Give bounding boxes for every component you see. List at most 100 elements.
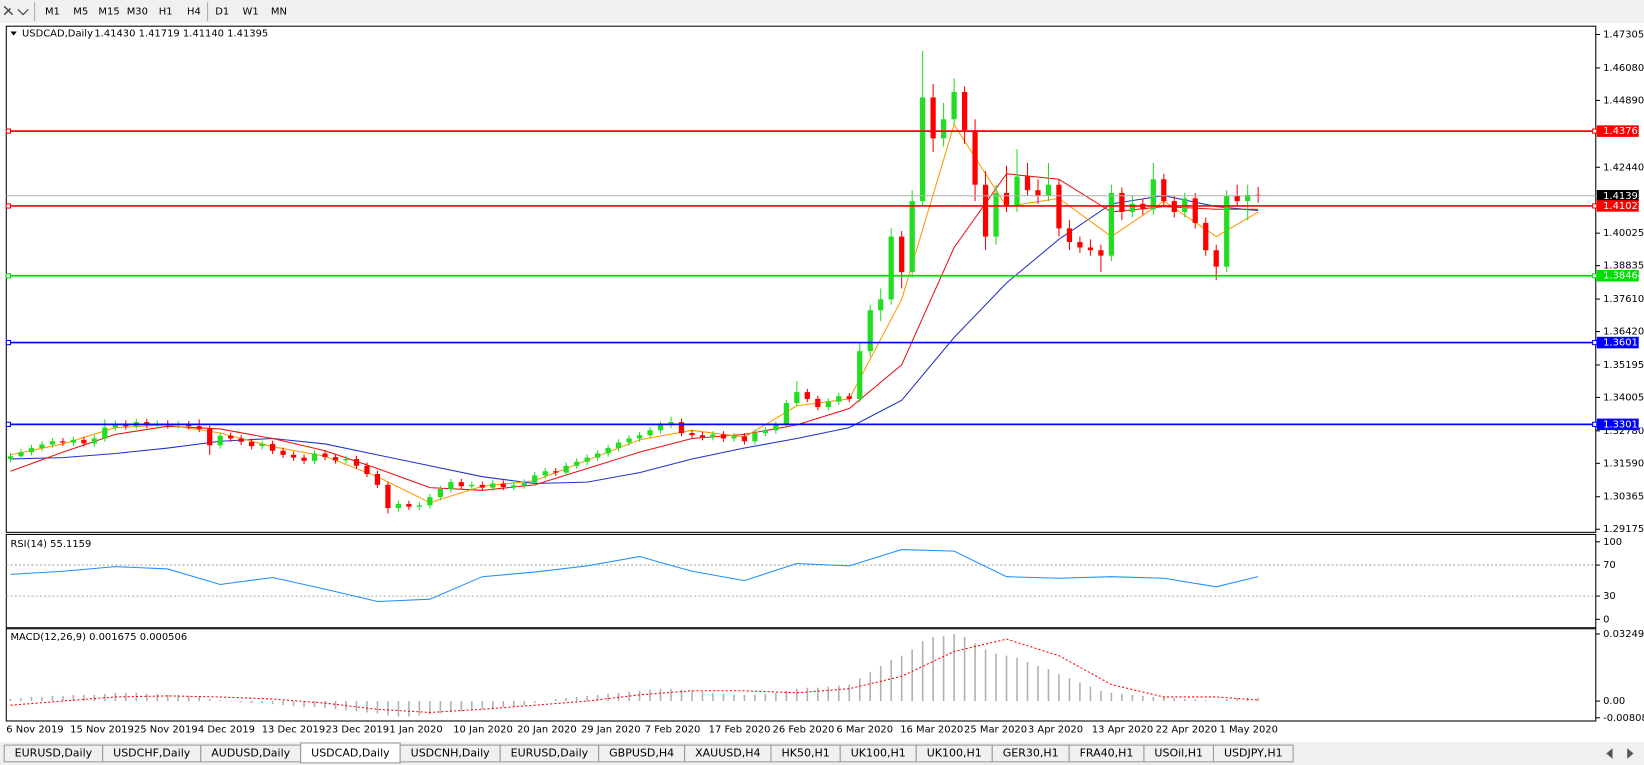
candle-body xyxy=(91,438,97,444)
macd-bar xyxy=(1047,669,1050,702)
tab-label[interactable]: USOil,H1 xyxy=(1154,746,1203,759)
candle-body xyxy=(81,439,87,444)
level-handle[interactable] xyxy=(5,203,12,209)
tool-icon[interactable] xyxy=(3,5,14,16)
timeframe-button[interactable]: H1 xyxy=(159,7,173,18)
y-tick-label: 1.46080 xyxy=(1603,63,1644,74)
candle-body xyxy=(815,398,821,408)
candle-body xyxy=(731,436,737,439)
level-handle[interactable] xyxy=(5,128,12,134)
macd-bar xyxy=(450,701,452,713)
tab-label[interactable]: FRA40,H1 xyxy=(1080,746,1134,759)
y-tick-label: 1.34005 xyxy=(1603,392,1644,403)
candle-body xyxy=(322,453,328,458)
level-handle[interactable] xyxy=(1592,339,1598,346)
timeframe-button[interactable]: M1 xyxy=(45,7,60,18)
macd-title: MACD(12,26,9) 0.001675 0.000506 xyxy=(10,632,187,643)
tab-label[interactable]: UK100,H1 xyxy=(851,746,906,759)
collapse-icon[interactable] xyxy=(10,31,17,36)
rsi-line xyxy=(10,549,1259,603)
macd-bar xyxy=(607,693,609,702)
tab-scroll-right[interactable] xyxy=(1627,748,1634,759)
macd-bar xyxy=(638,690,641,702)
macd-bar xyxy=(72,694,75,702)
tab-label[interactable]: EURUSD,Daily xyxy=(15,746,93,759)
candle-body xyxy=(28,448,35,453)
timeframe-button[interactable]: MN xyxy=(271,7,287,18)
macd-bar xyxy=(1121,693,1123,702)
macd-bar xyxy=(208,699,211,702)
macd-bar xyxy=(1079,682,1081,702)
macd-bar xyxy=(1005,655,1008,702)
macd-bar xyxy=(429,701,431,715)
candle-body xyxy=(972,130,978,185)
candle-body xyxy=(636,435,643,439)
y-tick-label: 100 xyxy=(1603,537,1622,548)
y-tick-label: 1.35195 xyxy=(1603,360,1644,371)
tab-label[interactable]: AUDUSD,Daily xyxy=(211,746,290,759)
x-tick-label: 22 Apr 2020 xyxy=(1156,724,1217,735)
timeframe-button[interactable]: M15 xyxy=(98,7,119,18)
level-handle[interactable] xyxy=(1592,273,1598,279)
candle-body xyxy=(720,434,727,439)
candle-body xyxy=(228,435,234,439)
tab[interactable] xyxy=(1212,744,1294,763)
x-tick-label: 20 Jan 2020 xyxy=(517,724,577,735)
level-handle[interactable] xyxy=(5,273,12,279)
candle-body xyxy=(699,435,706,438)
macd-bar xyxy=(1016,657,1018,702)
x-tick-label: 15 Nov 2019 xyxy=(70,724,134,735)
tab-label[interactable]: GBPUSD,H4 xyxy=(609,746,674,759)
candle-body xyxy=(1087,247,1094,251)
macd-bar xyxy=(83,694,85,702)
candle-body xyxy=(280,450,286,455)
level-handle[interactable] xyxy=(1592,128,1598,134)
macd-signal xyxy=(10,638,1259,713)
candle-body xyxy=(238,438,244,442)
macd-bar xyxy=(324,701,326,709)
candle-body xyxy=(710,434,716,438)
tab-label[interactable]: USDCHF,Daily xyxy=(113,746,191,759)
tab-label[interactable]: GER30,H1 xyxy=(1003,746,1059,759)
candle-body xyxy=(1161,179,1167,202)
macd-bar xyxy=(974,643,976,702)
level-handle[interactable] xyxy=(1592,203,1598,209)
dropdown-icon[interactable] xyxy=(17,9,29,16)
macd-bar xyxy=(712,692,714,702)
macd-bar xyxy=(1026,661,1029,702)
candle-body xyxy=(269,443,276,451)
timeframe-button[interactable]: M30 xyxy=(127,7,148,18)
candle-body xyxy=(374,473,381,485)
level-handle[interactable] xyxy=(1592,421,1598,427)
tab-scroll-left[interactable] xyxy=(1606,748,1613,759)
candle-body xyxy=(353,458,360,466)
tab-label[interactable]: USDCNH,Daily xyxy=(411,746,491,759)
tab-label[interactable]: XAUUSD,H4 xyxy=(695,746,760,759)
candle-body xyxy=(1150,179,1156,210)
tab-label[interactable]: USDJPY,H1 xyxy=(1224,746,1283,759)
macd-bar xyxy=(953,633,955,702)
candle-body xyxy=(857,351,863,399)
timeframe-button[interactable]: D1 xyxy=(215,7,229,18)
macd-bar xyxy=(303,701,305,708)
timeframe-button[interactable]: H4 xyxy=(187,7,201,18)
tab-label[interactable]: EURUSD,Daily xyxy=(511,746,589,759)
timeframe-button[interactable]: W1 xyxy=(243,7,259,18)
candle-body xyxy=(7,456,14,459)
y-tick-label: 1.42440 xyxy=(1603,162,1644,173)
tab-label[interactable]: HK50,H1 xyxy=(781,746,829,759)
macd-bar xyxy=(481,701,484,710)
level-handle[interactable] xyxy=(5,421,12,427)
macd-bar xyxy=(565,697,567,702)
macd-bar xyxy=(879,665,882,702)
candle-body xyxy=(553,471,559,473)
tab-label[interactable]: UK100,H1 xyxy=(927,746,982,759)
level-handle[interactable] xyxy=(5,339,12,346)
level-label: 1.43765 xyxy=(1603,126,1644,137)
candle-body xyxy=(689,433,695,436)
timeframe-button[interactable]: M5 xyxy=(73,7,88,18)
macd-bar xyxy=(93,694,96,702)
tab-label[interactable]: USDCAD,Daily xyxy=(311,746,390,759)
macd-bar xyxy=(460,701,463,712)
y-tick-label: 70 xyxy=(1603,560,1616,571)
